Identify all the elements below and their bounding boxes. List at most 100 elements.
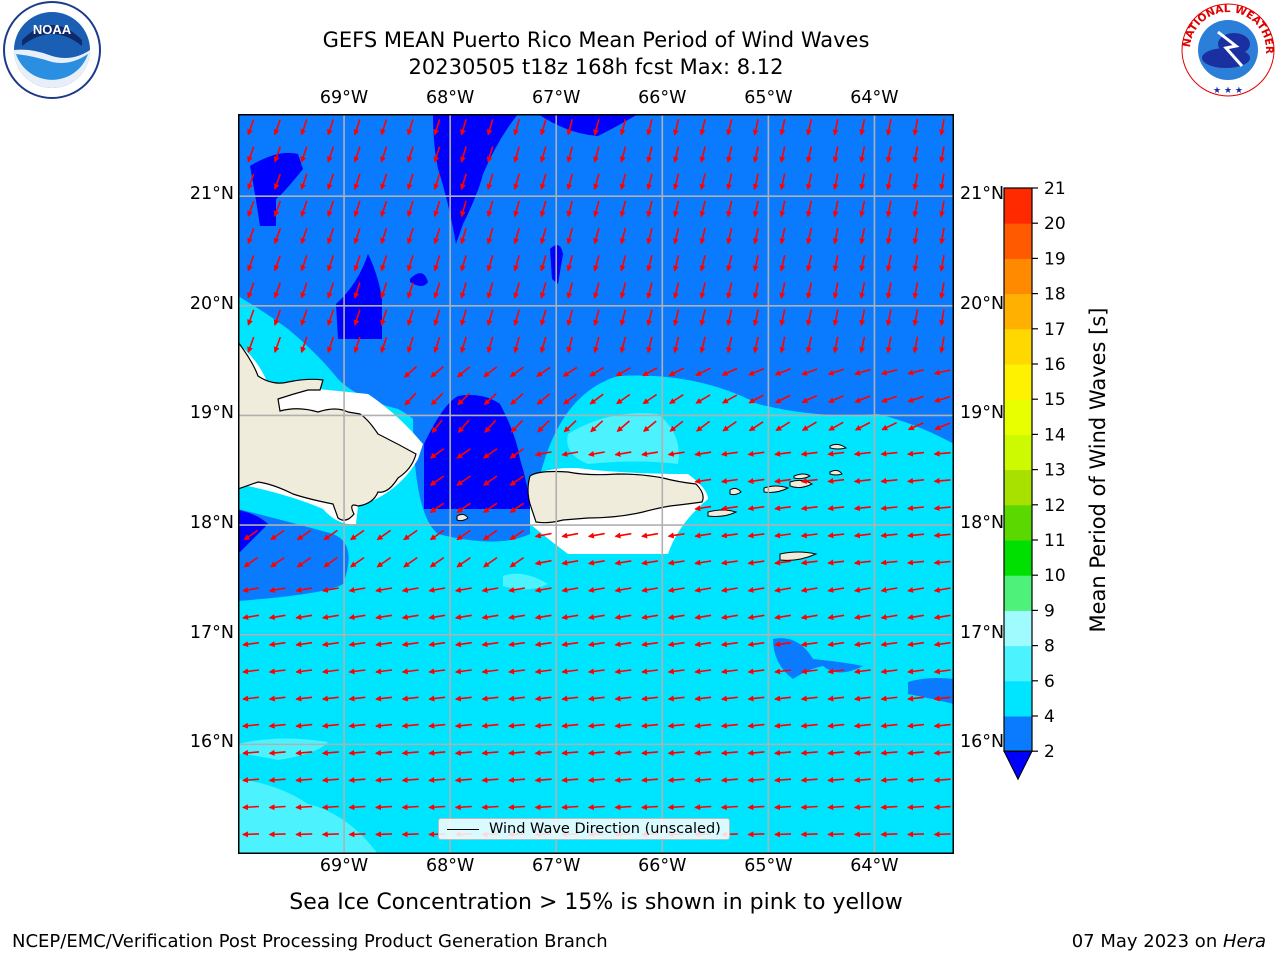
wind-wave-arrow [667,695,685,702]
wind-wave-arrow [513,119,520,136]
wind-wave-arrow [561,777,579,784]
colorbar-tick-label: 19 [1044,249,1066,269]
wind-wave-arrow [748,394,764,404]
wind-wave-arrow [699,309,706,327]
wind-wave-arrow [589,366,605,377]
wind-wave-arrow [273,200,282,218]
wind-wave-arrow [832,146,839,163]
wind-wave-arrow [832,173,839,191]
wind-wave-arrow [406,255,414,272]
wind-wave-arrow [509,556,525,568]
wind-wave-arrow [534,532,552,539]
wind-wave-arrow [720,777,738,784]
wind-wave-arrow [827,450,845,457]
wind-wave-arrow [460,282,467,299]
wind-wave-arrow [694,478,712,485]
wind-wave-arrow [699,200,706,218]
wind-wave-arrow [454,749,472,756]
wind-wave-arrow [536,393,551,405]
wind-wave-arrow [268,641,286,648]
wind-wave-arrow [460,173,467,191]
colorbar-segment [1004,293,1032,330]
colorbar-tick-label: 12 [1044,496,1066,516]
wind-wave-arrow [832,200,839,218]
wind-wave-arrow [508,777,526,784]
wind-wave-arrow [616,420,630,433]
wind-wave-arrow [907,477,925,484]
wind-wave-arrow [321,722,339,729]
wind-wave-arrow [566,146,574,163]
wind-wave-arrow [722,420,737,432]
wind-wave-arrow [933,559,951,566]
wind-wave-arrow [859,119,866,136]
wind-wave-arrow [353,255,361,272]
footer-date: 07 May 2023 on Hera [1072,931,1266,952]
wind-wave-arrow [827,559,845,566]
wind-wave-arrow [593,255,600,272]
wind-wave-arrow [752,173,759,191]
wind-wave-arrow [853,749,871,756]
wind-wave-arrow [566,173,574,191]
wind-wave-arrow [403,365,418,378]
wind-wave-arrow [323,556,338,568]
wind-wave-arrow [536,366,551,377]
wind-wave-arrow [321,614,339,621]
wind-wave-arrow [349,529,365,541]
wind-wave-arrow [539,146,547,163]
wind-wave-arrow [853,668,871,675]
wind-wave-arrow [619,200,627,218]
wind-wave-arrow [614,586,632,593]
wind-wave-arrow [646,173,653,191]
wind-wave-arrow [587,532,605,539]
wind-wave-arrow [853,477,871,484]
wind-wave-arrow [907,369,924,376]
wind-wave-arrow [827,395,844,403]
wind-wave-arrow [375,614,393,621]
colorbar-tick-label: 21 [1044,180,1066,199]
wind-wave-arrow [348,749,366,756]
wind-wave-arrow [720,478,738,484]
colorbar-extend-under [1003,750,1033,781]
wind-wave-arrow [641,586,659,593]
wind-wave-arrow [619,336,627,354]
wind-wave-arrow [933,477,951,484]
land-virgin-islands-c [793,473,811,480]
wind-wave-arrow [720,532,738,539]
lat-label-left: 19°N [189,403,234,424]
wind-wave-arrow [907,422,924,431]
wind-wave-arrow [774,722,792,729]
wind-wave-arrow [513,336,520,354]
wind-wave-arrow [752,336,759,354]
wind-wave-arrow [593,227,600,245]
wind-wave-arrow [752,227,759,245]
wind-wave-arrow [641,695,658,702]
wind-wave-arrow [295,749,313,756]
wind-wave-arrow [457,419,470,434]
colorbar-tick-label: 20 [1044,214,1066,234]
wind-wave-arrow [619,119,627,136]
wind-wave-arrow [933,586,951,593]
wind-wave-arrow [430,365,444,378]
wind-wave-arrow [646,146,653,163]
wind-wave-arrow [859,309,866,327]
colorbar-tick-label: 8 [1044,637,1055,657]
wind-wave-arrow [695,420,711,432]
colorbar-tick-label: 10 [1044,566,1066,586]
wind-wave-arrow [321,586,339,593]
wind-wave-arrow [406,173,414,190]
wind-wave-arrow [321,668,339,675]
wind-wave-arrow [401,586,419,593]
wind-wave-arrow [593,282,600,299]
wind-wave-arrow [587,749,605,756]
wind-wave-arrow [912,309,919,327]
wind-wave-arrow [806,336,813,354]
wind-wave-arrow [646,282,653,299]
wind-wave-arrow [534,749,552,756]
wind-wave-arrow [593,173,600,191]
wind-wave-arrow [513,255,520,272]
wind-wave-arrow [375,722,393,729]
colorbar-tick-label: 6 [1044,672,1055,692]
period-band-2-4-e [773,638,863,679]
wind-wave-arrow [593,336,600,354]
wind-wave-arrow [268,749,286,756]
